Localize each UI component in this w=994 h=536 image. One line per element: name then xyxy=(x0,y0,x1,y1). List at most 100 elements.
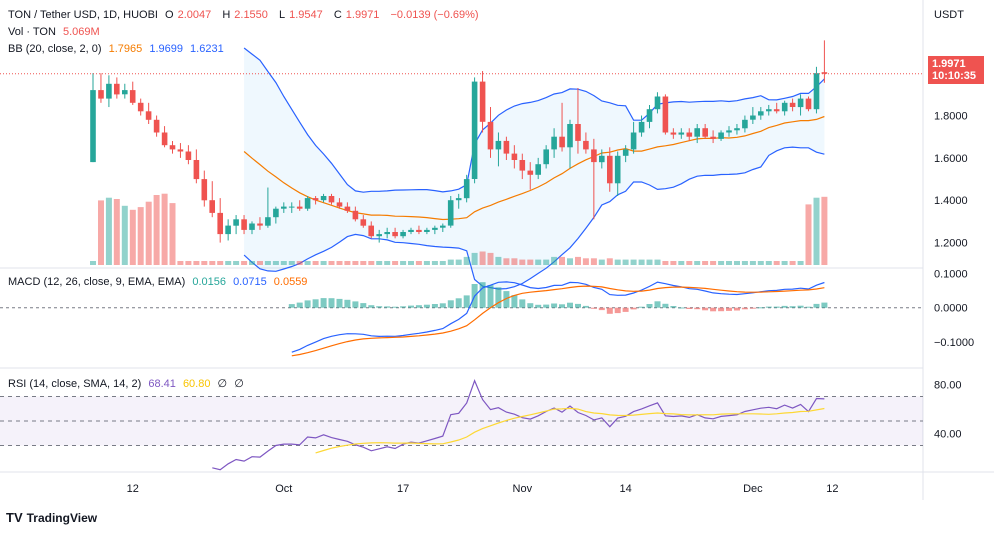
candle-body xyxy=(662,96,669,133)
volume-bar xyxy=(567,258,573,265)
macd-histogram-bar xyxy=(622,307,629,312)
volume-bar xyxy=(304,261,311,265)
macd-histogram-bar xyxy=(765,306,772,308)
macd-histogram-bar xyxy=(423,304,430,308)
candle-body xyxy=(90,90,96,163)
macd-histogram-bar xyxy=(328,298,335,308)
macd-value: 0.0715 xyxy=(233,276,267,288)
volume-value: 5.069M xyxy=(62,26,100,38)
volume-bar xyxy=(384,261,391,265)
volume-bar xyxy=(503,258,510,265)
volume-bar xyxy=(551,256,558,265)
macd-histogram-bar xyxy=(400,306,407,308)
candle-body xyxy=(702,128,708,137)
macd-axis-tick: −0.1000 xyxy=(934,337,974,349)
candle-body xyxy=(495,140,502,150)
volume-bars xyxy=(90,193,828,265)
volume-bar xyxy=(773,261,780,265)
macd-histogram-bar xyxy=(304,300,311,308)
low-value: 1.9547 xyxy=(289,9,323,21)
volume-bar xyxy=(598,259,605,265)
bollinger-bands xyxy=(243,47,825,290)
volume-bar xyxy=(161,193,168,265)
candle-body xyxy=(670,132,677,135)
volume-bar xyxy=(471,252,478,265)
candle-body xyxy=(773,109,780,112)
candle-body xyxy=(137,102,144,112)
macd-histogram-bar xyxy=(320,298,327,308)
tradingview-brand[interactable]: TV TradingView xyxy=(6,510,97,525)
candle-body xyxy=(368,225,374,237)
candle-body xyxy=(622,149,629,156)
volume-bar xyxy=(360,261,367,265)
volume-bar xyxy=(312,261,319,265)
macd-histogram-bar xyxy=(352,301,359,308)
macd-histogram-bar xyxy=(392,306,399,308)
candle-body xyxy=(257,223,263,226)
bb-legend: BB (20, close, 2, 0) 1.7965 1.9699 1.623… xyxy=(8,42,228,56)
macd-histogram-bar xyxy=(614,307,621,314)
volume-bar xyxy=(328,261,335,265)
bb-label: BB (20, close, 2, 0) xyxy=(8,43,102,55)
macd-histogram-bar xyxy=(408,305,414,308)
macd-histogram-bar xyxy=(582,305,589,308)
candle-body xyxy=(447,200,454,226)
change-value: −0.0139 (−0.69%) xyxy=(390,9,479,21)
macd-histogram-bar xyxy=(590,307,597,309)
volume-bar xyxy=(479,251,486,265)
volume-bar xyxy=(233,261,240,265)
rsi-value: 68.41 xyxy=(148,378,176,390)
macd-histogram-bar xyxy=(360,303,367,308)
candle-body xyxy=(281,206,287,209)
volume-bar xyxy=(638,259,645,265)
high-value: 2.1550 xyxy=(234,9,268,21)
volume-bar xyxy=(495,256,502,265)
candle-body xyxy=(646,109,653,122)
candle-body xyxy=(813,73,820,110)
macd-histogram-bar xyxy=(662,303,669,308)
volume-bar xyxy=(821,196,828,265)
volume-bar xyxy=(431,261,438,265)
volume-bar xyxy=(113,199,120,265)
candle-body xyxy=(233,219,239,226)
grid xyxy=(0,0,994,500)
time-axis-tick: 12 xyxy=(127,483,139,495)
rsi-extra-1: ∅ xyxy=(217,378,228,390)
volume-bar xyxy=(217,261,224,265)
volume-bar xyxy=(423,261,430,265)
macd-histogram-bar xyxy=(781,305,788,308)
candle-body xyxy=(122,90,128,95)
macd-histogram-bar xyxy=(606,307,613,314)
macd-histogram-bar xyxy=(567,302,573,308)
macd-histogram-bar xyxy=(718,307,725,312)
rsi-ma-line xyxy=(315,407,825,454)
candle-body xyxy=(694,128,700,137)
price-axis-tick: 1.6000 xyxy=(934,153,968,165)
bb-basis-value: 1.7965 xyxy=(108,43,143,55)
volume-bar xyxy=(408,261,414,265)
macd-histogram-bar xyxy=(646,304,653,308)
volume-bar xyxy=(757,261,764,265)
candle-body xyxy=(288,206,295,208)
time-axis-tick: 14 xyxy=(619,483,631,495)
volume-bar xyxy=(813,197,820,265)
macd-histogram-bar xyxy=(821,302,828,308)
macd-histogram-bar xyxy=(543,304,550,308)
macd-histogram-bar xyxy=(368,305,375,308)
price-axis-currency: USDT xyxy=(934,9,964,21)
volume-bar xyxy=(582,258,589,265)
candle-body xyxy=(129,90,136,103)
candle-body xyxy=(304,198,311,209)
volume-bar xyxy=(137,207,144,265)
candlesticks xyxy=(0,40,923,243)
bb-lower-value: 1.6231 xyxy=(190,43,224,55)
volume-bar xyxy=(455,259,462,265)
volume-bar xyxy=(439,261,446,265)
volume-bar xyxy=(511,258,518,265)
candle-body xyxy=(718,132,724,139)
candle-body xyxy=(805,98,812,110)
macd-axis-tick: 0.0000 xyxy=(934,303,968,315)
volume-bar xyxy=(177,261,184,265)
candle-body xyxy=(607,155,613,184)
